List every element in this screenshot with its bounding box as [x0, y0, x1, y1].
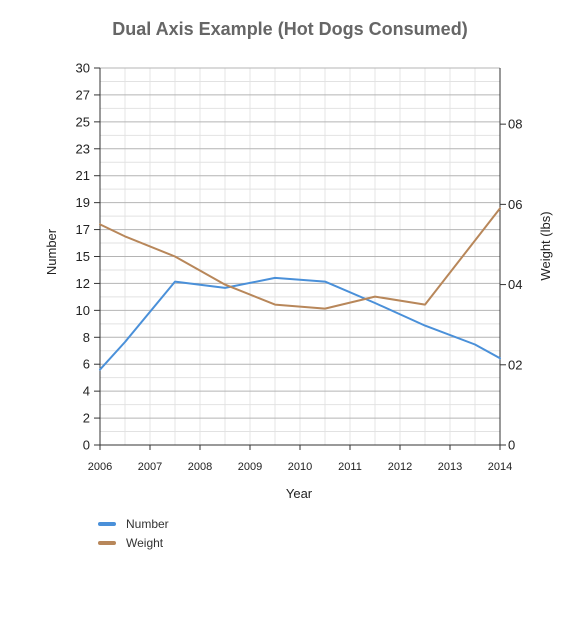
- y-left-tick-label: 23: [76, 141, 90, 156]
- y-left-tick-label: 12: [76, 276, 90, 291]
- legend-item-number: Number: [98, 514, 169, 533]
- series-line-number: [99, 276, 501, 371]
- y-left-tick-label: 19: [76, 195, 90, 210]
- y-left-tick-label: 10: [76, 303, 90, 318]
- y-left-tick-label: 0: [83, 438, 90, 453]
- x-tick-label: 2006: [88, 461, 112, 473]
- series-lines: [99, 207, 501, 371]
- y-left-tick-label: 8: [83, 330, 90, 345]
- legend-swatch-weight: [98, 540, 116, 545]
- y-right-tick-label: 08: [508, 117, 522, 132]
- y-left-tick-label: 4: [83, 384, 90, 399]
- x-tick-label: 2008: [188, 461, 212, 473]
- y-axis-left-title: Number: [44, 228, 59, 275]
- x-tick-label: 2012: [388, 461, 412, 473]
- chart-title: Dual Axis Example (Hot Dogs Consumed): [112, 19, 468, 39]
- y-right-tick-label: 04: [508, 277, 522, 292]
- x-tick-label: 2009: [238, 461, 262, 473]
- x-tick-label: 2007: [138, 461, 162, 473]
- legend: Number Weight: [98, 514, 169, 552]
- x-tick-label: 2010: [288, 461, 312, 473]
- y-left-tick-label: 15: [76, 249, 90, 264]
- axes: [94, 67, 506, 450]
- y-right-tick-label: 02: [508, 357, 522, 372]
- y-left-tick-label: 2: [83, 411, 90, 426]
- x-tick-label: 2013: [438, 461, 462, 473]
- grid: [99, 67, 501, 446]
- y-left-tick-label: 21: [76, 168, 90, 183]
- legend-label-number: Number: [126, 516, 169, 531]
- x-axis-title: Year: [286, 486, 313, 501]
- y-right-tick-label: 0: [508, 438, 515, 453]
- y-left-tick-label: 30: [76, 61, 90, 76]
- y-left-tick-label: 6: [83, 357, 90, 372]
- y-left-tick-label: 17: [76, 222, 90, 237]
- series-line-weight: [99, 207, 501, 310]
- y-axis-right-title: Weight (lbs): [538, 211, 553, 280]
- x-tick-label: 2014: [488, 461, 512, 473]
- legend-swatch-number: [98, 521, 116, 526]
- y-left-tick-label: 25: [76, 114, 90, 129]
- y-left-tick-label: 27: [76, 87, 90, 102]
- x-tick-label: 2011: [338, 461, 362, 473]
- legend-label-weight: Weight: [126, 535, 164, 550]
- y-right-tick-label: 06: [508, 197, 522, 212]
- legend-item-weight: Weight: [98, 533, 169, 552]
